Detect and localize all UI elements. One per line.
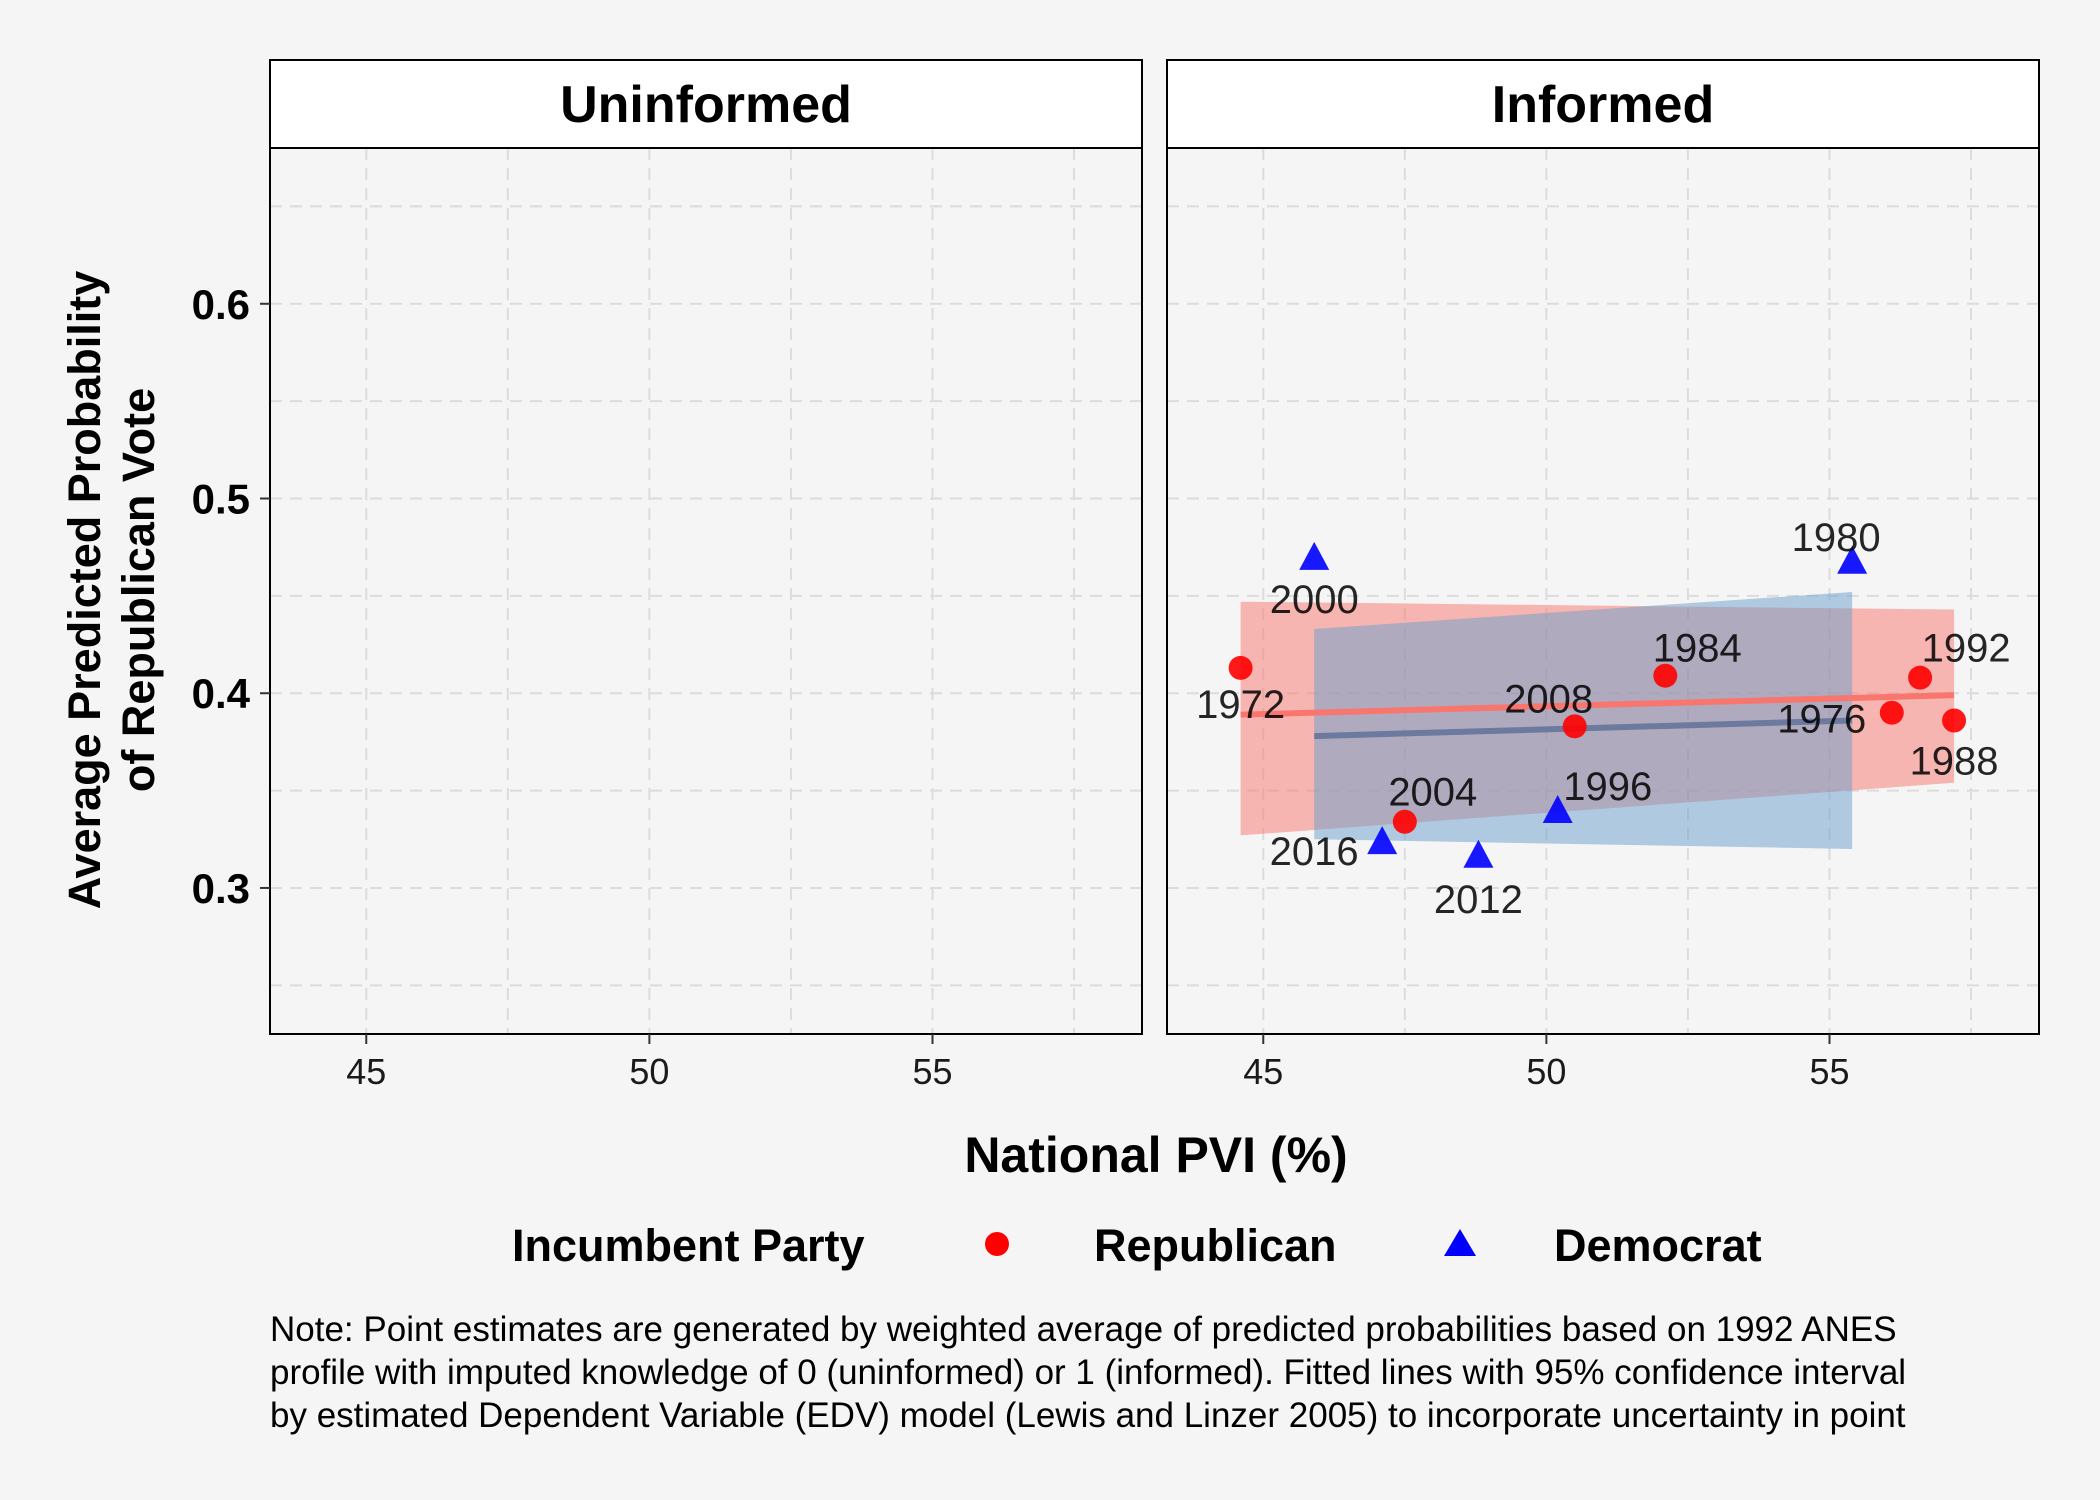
point-republican-1976 bbox=[1879, 700, 1904, 725]
caption-note-line-3: by estimated Dependent Variable (EDV) mo… bbox=[270, 1396, 1906, 1435]
x-tick-label-uninformed-45: 45 bbox=[346, 1051, 386, 1092]
legend-title: Incumbent Party bbox=[512, 1220, 865, 1271]
point-label-2000: 2000 bbox=[1270, 578, 1359, 622]
point-democrat-1980 bbox=[1837, 545, 1868, 574]
axes: 45 50 55 45 50 55 0.3 0.4 0.5 0.6 bbox=[192, 281, 1850, 1092]
x-axis-title: National PVI (%) bbox=[964, 1127, 1347, 1183]
y-tick-label-0.3: 0.3 bbox=[192, 865, 250, 912]
facet-strip-informed bbox=[1166, 59, 2040, 149]
point-label-1976: 1976 bbox=[1777, 698, 1866, 742]
caption-note: Note: Point estimates are generated by w… bbox=[270, 1308, 2100, 1437]
fit-line-republican bbox=[1240, 692, 1955, 718]
point-label-1996: 1996 bbox=[1563, 765, 1652, 809]
y-axis-title-line-2: of Republican Vote bbox=[113, 388, 164, 792]
x-tick-label-informed-50: 50 bbox=[1526, 1051, 1566, 1092]
point-label-1972: 1972 bbox=[1196, 683, 1285, 727]
facet-uninformed: Uninformed bbox=[269, 59, 1143, 1035]
facet-title-informed: Informed bbox=[1492, 76, 1714, 134]
facet-panels: Uninformed Informed 1972 2004 2008 1984 1976 19… bbox=[269, 59, 2040, 1035]
point-label-1992: 1992 bbox=[1922, 627, 2011, 671]
legend-republican-marker bbox=[985, 1232, 1009, 1256]
x-tick-label-informed-45: 45 bbox=[1243, 1051, 1283, 1092]
legend-democrat-marker bbox=[1444, 1229, 1476, 1256]
x-tick-label-uninformed-50: 50 bbox=[629, 1051, 669, 1092]
y-axis-title-line-1: Average Predicted Probability bbox=[59, 271, 110, 910]
legend-republican-label: Republican bbox=[1094, 1220, 1337, 1271]
gridlines-uninformed bbox=[270, 148, 1142, 1034]
facet-title-uninformed: Uninformed bbox=[560, 76, 852, 134]
facet-strip-uninformed bbox=[269, 59, 1143, 149]
y-tick-label-0.4: 0.4 bbox=[192, 670, 251, 717]
point-label-1980: 1980 bbox=[1792, 516, 1881, 560]
point-republican-1972 bbox=[1228, 655, 1253, 680]
point-label-1988: 1988 bbox=[1910, 739, 1999, 783]
plot-area-uninformed bbox=[270, 148, 1142, 1034]
point-label-1984: 1984 bbox=[1653, 627, 1742, 671]
point-democrat-2016 bbox=[1367, 826, 1398, 855]
panel-border-informed bbox=[1166, 147, 2040, 1035]
legend: Incumbent Party Republican Democrat bbox=[512, 1220, 1762, 1271]
y-tick-label-0.5: 0.5 bbox=[192, 476, 250, 523]
x-tick-label-uninformed-55: 55 bbox=[912, 1051, 952, 1092]
point-label-2012: 2012 bbox=[1434, 878, 1523, 922]
point-democrat-1996 bbox=[1542, 795, 1573, 824]
x-tick-label-informed-55: 55 bbox=[1809, 1051, 1849, 1092]
point-republican-2004 bbox=[1392, 809, 1417, 834]
caption-note-line-2: profile with imputed knowledge of 0 (uni… bbox=[270, 1353, 1907, 1392]
point-republican-1992 bbox=[1908, 665, 1933, 690]
point-democrat-2000 bbox=[1299, 541, 1330, 570]
point-democrat-2012 bbox=[1463, 839, 1494, 868]
y-tick-label-0.6: 0.6 bbox=[192, 281, 250, 328]
y-axis-title: Average Predicted Probability of Republi… bbox=[59, 271, 164, 910]
caption-note-line-1: Note: Point estimates are generated by w… bbox=[270, 1310, 1897, 1349]
panel-border-uninformed bbox=[269, 147, 1143, 1035]
point-republican-2008 bbox=[1562, 714, 1587, 739]
point-label-2004: 2004 bbox=[1388, 771, 1477, 815]
point-republican-1988 bbox=[1942, 708, 1967, 733]
point-republican-1984 bbox=[1653, 663, 1678, 688]
plot-area-informed bbox=[1167, 148, 2039, 1034]
point-label-2016: 2016 bbox=[1270, 830, 1359, 874]
legend-democrat-label: Democrat bbox=[1554, 1220, 1762, 1271]
point-label-2008: 2008 bbox=[1504, 677, 1593, 721]
facet-informed: Informed 1972 2004 2008 1984 1976 1992 1988 2000… bbox=[1166, 59, 2040, 1035]
